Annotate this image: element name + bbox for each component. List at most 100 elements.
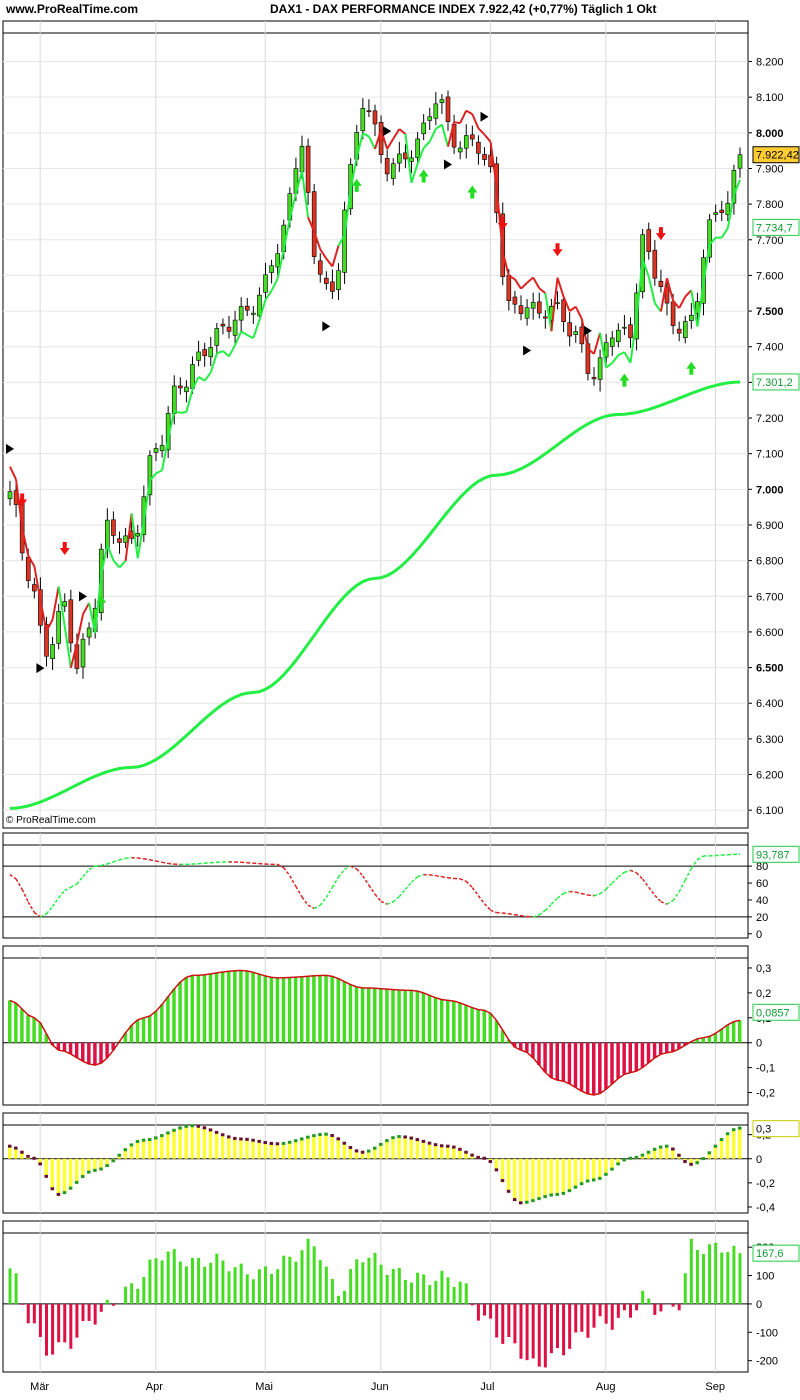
trailing-stop-line [374, 129, 383, 150]
macd-bar [433, 997, 438, 1043]
macd-bar [476, 1009, 480, 1043]
mom-bar [14, 1273, 18, 1304]
candle [159, 445, 165, 452]
yosc-tip [695, 1161, 699, 1165]
mom-bar [403, 1280, 407, 1304]
trailing-stop-line [228, 344, 236, 357]
mom-bar [300, 1250, 304, 1304]
macd-bar [585, 1042, 590, 1094]
candle [433, 103, 439, 119]
yosc-tip [342, 1141, 347, 1145]
macd-bar [300, 976, 304, 1043]
macd-bar [20, 1009, 24, 1043]
candle [44, 624, 49, 657]
yosc-tip [287, 1140, 292, 1144]
stop-level-label: 7.734,7 [756, 222, 793, 234]
trailing-stop-line [416, 147, 425, 165]
trailing-stop-line [33, 565, 42, 601]
site-link[interactable]: www.ProRealTime.com [6, 2, 139, 16]
yosc-bar [324, 1134, 328, 1159]
trailing-stop-line [301, 171, 310, 218]
trailing-stop-line [471, 113, 480, 129]
candle [50, 644, 55, 659]
trailing-stop-line [380, 129, 389, 150]
yosc-bar [373, 1148, 377, 1159]
mom-tick-label: -200 [756, 1356, 778, 1368]
yosc-tip [512, 1198, 517, 1202]
yosc-bar [433, 1145, 438, 1159]
yosc-bar [403, 1137, 407, 1159]
osc-line-segment [538, 909, 546, 916]
yosc-tip [385, 1139, 389, 1143]
yosc-tip [38, 1162, 42, 1166]
yosc-tip [683, 1159, 687, 1163]
macd-bar [695, 1038, 699, 1043]
osc-line-segment [410, 876, 419, 883]
yosc-bar [44, 1158, 48, 1177]
trailing-stop-line [270, 278, 279, 292]
candle [536, 301, 542, 314]
candle [676, 328, 682, 334]
yosc-tip [738, 1126, 742, 1130]
macd-bar [147, 1015, 152, 1043]
mom-bar [665, 1303, 669, 1305]
header-bar: www.ProRealTime.com DAX1 - DAX PERFORMAN… [0, 0, 800, 20]
candle [25, 556, 31, 581]
mom-bar [8, 1268, 12, 1304]
trailing-stop-line [696, 282, 705, 327]
yosc-tip [458, 1147, 462, 1151]
yosc-bar [379, 1144, 383, 1159]
yosc-tip [26, 1154, 30, 1158]
yosc-tip [671, 1147, 675, 1151]
osc-line-segment [441, 875, 449, 879]
yosc-bar [208, 1130, 213, 1159]
yosc-bar [464, 1152, 468, 1159]
trailing-stop-line [94, 573, 103, 634]
osc-line-segment [344, 865, 352, 870]
month-label-4: Jul [480, 1381, 494, 1393]
macd-bar [543, 1042, 547, 1073]
yosc-tip [549, 1193, 553, 1197]
macd-bar [105, 1042, 109, 1058]
yosc-bar [512, 1158, 517, 1201]
price-tick-label: 6.500 [756, 663, 784, 675]
macd-bar [403, 990, 407, 1043]
yosc-tip [196, 1124, 201, 1128]
trailing-stop-line [276, 249, 285, 279]
trailing-stop-line [191, 376, 200, 390]
trailing-stop-line [617, 351, 625, 357]
trailing-stop-line [319, 248, 328, 260]
signal-triangle-icon [36, 663, 45, 674]
macd-bar [385, 989, 389, 1043]
candle [603, 342, 609, 358]
candle [62, 601, 68, 607]
osc-line-segment [356, 868, 364, 877]
month-label-3: Jun [371, 1381, 389, 1393]
yosc-tip [220, 1133, 225, 1137]
buy-arrow-icon [619, 373, 630, 387]
macd-bar [725, 1024, 730, 1043]
osc-line-segment [630, 869, 637, 874]
candle [111, 519, 116, 536]
osc-tick-label: 60 [756, 878, 768, 890]
trailing-stop-line [155, 469, 163, 475]
buy-arrow-icon [351, 178, 362, 192]
yosc-bar [366, 1151, 371, 1159]
yosc-bar [519, 1158, 523, 1204]
yosc-tip [32, 1156, 36, 1160]
mom-bar [282, 1255, 286, 1304]
yosc-bar [713, 1146, 718, 1159]
macd-bar [166, 996, 170, 1043]
osc-line-segment [125, 856, 132, 860]
candle [457, 147, 463, 153]
osc-line-segment [660, 900, 668, 905]
macd-bar [81, 1042, 85, 1062]
yosc-tip [251, 1138, 255, 1142]
yosc-tip [366, 1149, 371, 1153]
yosc-tip [275, 1142, 280, 1146]
yosc-tip [652, 1147, 657, 1151]
osc-line-segment [88, 865, 96, 871]
mom-bar [379, 1264, 383, 1304]
trailing-stop-line [203, 371, 212, 382]
mom-bar [458, 1281, 462, 1304]
